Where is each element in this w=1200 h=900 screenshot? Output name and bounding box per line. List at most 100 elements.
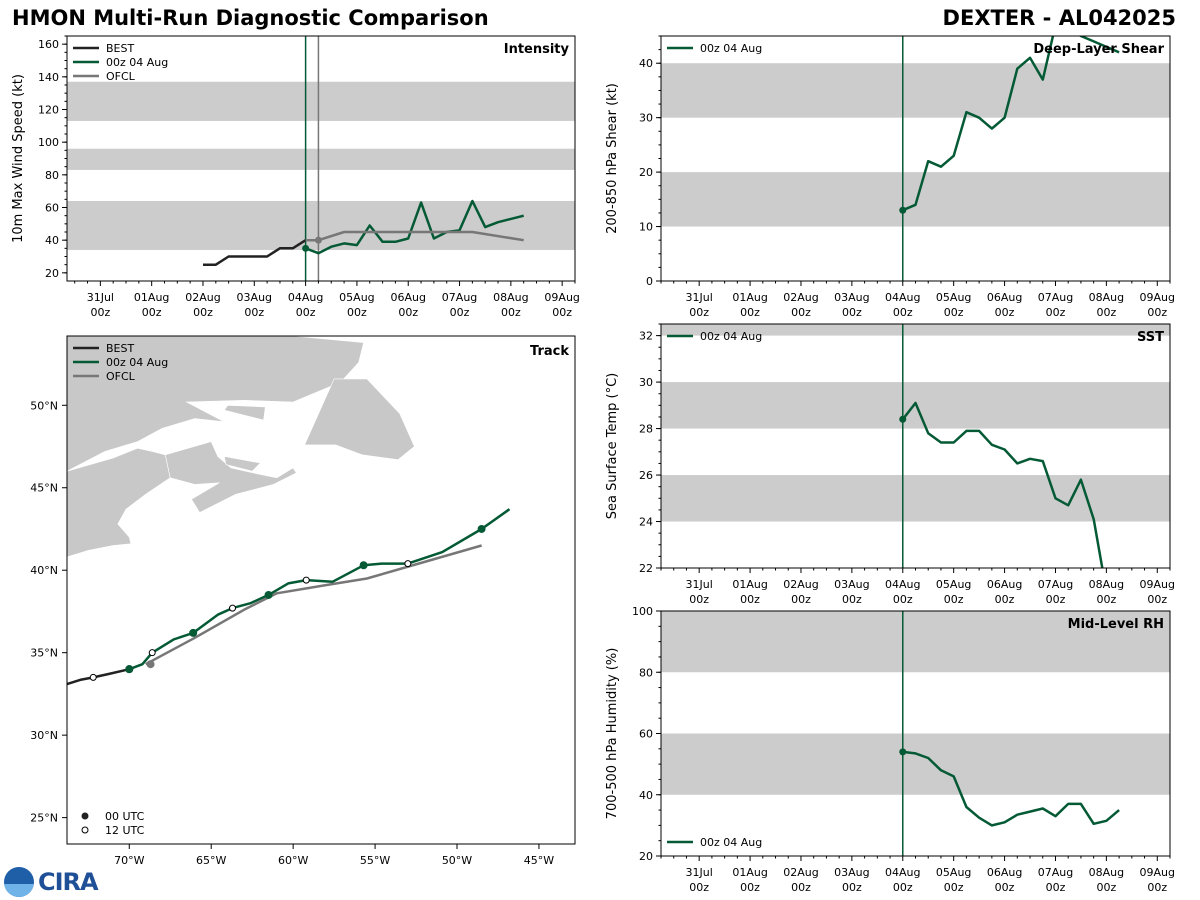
x-tick-sublabel: 00z xyxy=(842,306,862,319)
panel-track: 70°W 65°W 60°W 55°W 50°W 45°W 25°N 30°N 35°N 40°N… xyxy=(30,335,576,867)
x-tick-sublabel: 00z xyxy=(1096,593,1116,606)
threshold-band xyxy=(661,733,1170,795)
x-tick-sublabel: 00z xyxy=(944,881,964,894)
x-tick-sublabel: 00z xyxy=(1046,306,1066,319)
cira-logo-text: CIRA xyxy=(38,868,99,896)
x-tick-sublabel: 00z xyxy=(1046,593,1066,606)
x-tick-sublabel: 00z xyxy=(1096,881,1116,894)
x-tick-sublabel: 00z xyxy=(995,306,1015,319)
y-tick-label: 60 xyxy=(639,728,653,741)
x-tick-sublabel: 00z xyxy=(90,306,110,319)
plot-area-intensity xyxy=(67,36,575,281)
x-tick-label: 50°W xyxy=(442,854,472,867)
y-tick-label: 50°N xyxy=(30,399,58,412)
x-tick-label: 60°W xyxy=(278,854,308,867)
data-point-run xyxy=(899,206,907,214)
x-tick-sublabel: 00z xyxy=(740,306,760,319)
x-tick-label: 01Aug xyxy=(732,866,767,879)
threshold-band xyxy=(661,611,1170,673)
track-point-ofcl xyxy=(146,660,155,669)
land-mass xyxy=(304,378,415,461)
x-tick-sublabel: 00z xyxy=(893,593,913,606)
panel-shear: 0 10 20 30 40 31Jul 00z 01Aug 00z 02Aug 00z 03Aug 00… xyxy=(605,35,1175,319)
y-tick-label: 30°N xyxy=(30,729,58,742)
legend-marker-00utc xyxy=(81,812,89,820)
y-tick-label: 140 xyxy=(38,71,59,84)
panel-title: Intensity xyxy=(504,42,570,57)
legend-label-ofcl: OFCL xyxy=(106,70,136,83)
x-tick-sublabel: 00z xyxy=(1046,881,1066,894)
y-tick-label: 25°N xyxy=(30,812,58,825)
x-tick-label: 31Jul xyxy=(686,291,713,304)
x-tick-label: 04Aug xyxy=(288,291,323,304)
x-tick-sublabel: 00z xyxy=(689,881,709,894)
y-tick-label: 40 xyxy=(639,57,653,70)
x-tick-label: 31Jul xyxy=(686,578,713,591)
y-tick-label: 28 xyxy=(639,423,653,436)
x-tick-label: 04Aug xyxy=(885,866,920,879)
legend-label-best: BEST xyxy=(106,42,134,55)
x-tick-sublabel: 00z xyxy=(791,881,811,894)
x-tick-label: 02Aug xyxy=(783,291,818,304)
x-tick-label: 09Aug xyxy=(1140,291,1175,304)
track-line-ofcl xyxy=(145,544,482,666)
data-point-run xyxy=(899,748,907,756)
x-tick-label: 01Aug xyxy=(134,291,169,304)
x-tick-label: 31Jul xyxy=(686,866,713,879)
series-line-best xyxy=(203,239,307,266)
data-point-run xyxy=(899,415,907,423)
y-tick-label: 20 xyxy=(45,267,59,280)
x-tick-label: 07Aug xyxy=(1038,291,1073,304)
x-tick-label: 08Aug xyxy=(1089,291,1124,304)
x-tick-sublabel: 00z xyxy=(995,593,1015,606)
x-tick-sublabel: 00z xyxy=(689,593,709,606)
figure-title: HMON Multi-Run Diagnostic Comparison xyxy=(12,6,489,30)
land-mass xyxy=(67,336,364,472)
track-point-run xyxy=(404,560,412,568)
series-line-run xyxy=(901,401,1104,568)
y-tick-label: 32 xyxy=(639,330,653,343)
x-tick-sublabel: 00z xyxy=(842,881,862,894)
x-tick-label: 45°W xyxy=(524,854,554,867)
track-point-run xyxy=(302,576,310,584)
x-tick-sublabel: 00z xyxy=(689,306,709,319)
x-tick-label: 07Aug xyxy=(1038,578,1073,591)
y-tick-label: 100 xyxy=(632,605,653,618)
x-tick-label: 01Aug xyxy=(732,291,767,304)
legend-label-run: 00z 04 Aug xyxy=(106,56,168,69)
panel-title: Deep-Layer Shear xyxy=(1033,42,1164,57)
y-tick-label: 30 xyxy=(639,376,653,389)
panel-intensity: 20 40 60 80 100 120 140 160 31Jul 00z 01Aug 00z 02Au… xyxy=(11,35,580,319)
panel-sst: 22 24 26 28 30 32 31Jul 00z 01Aug 00z 02Aug 00z 03Au… xyxy=(605,323,1175,606)
y-tick-label: 60 xyxy=(45,202,59,215)
legend-marker-12utc xyxy=(81,826,89,834)
y-tick-label: 40 xyxy=(639,789,653,802)
x-tick-label: 03Aug xyxy=(237,291,272,304)
y-axis-label: 200-850 hPa Shear (kt) xyxy=(605,83,620,234)
track-point-run xyxy=(477,524,486,533)
plot-frame xyxy=(66,335,576,845)
x-tick-sublabel: 00z xyxy=(1147,593,1167,606)
map-area xyxy=(67,336,511,686)
threshold-band xyxy=(67,81,575,121)
y-tick-label: 22 xyxy=(639,562,653,575)
x-tick-label: 55°W xyxy=(360,854,390,867)
x-tick-label: 08Aug xyxy=(493,291,528,304)
data-point-ofcl xyxy=(314,236,322,244)
x-tick-sublabel: 00z xyxy=(791,306,811,319)
x-tick-sublabel: 00z xyxy=(347,306,367,319)
x-tick-sublabel: 00z xyxy=(893,306,913,319)
y-tick-label: 80 xyxy=(45,169,59,182)
x-tick-label: 05Aug xyxy=(339,291,374,304)
y-tick-label: 26 xyxy=(639,469,653,482)
x-tick-sublabel: 00z xyxy=(944,306,964,319)
track-point-run xyxy=(125,665,134,674)
x-tick-label: 70°W xyxy=(114,854,144,867)
x-tick-label: 02Aug xyxy=(185,291,220,304)
legend-label-run: 00z 04 Aug xyxy=(106,356,168,369)
track-point-run xyxy=(359,561,368,570)
y-axis-label: 700-500 hPa Humidity (%) xyxy=(605,648,620,820)
x-tick-sublabel: 00z xyxy=(893,881,913,894)
x-tick-label: 06Aug xyxy=(390,291,425,304)
x-tick-sublabel: 00z xyxy=(740,593,760,606)
